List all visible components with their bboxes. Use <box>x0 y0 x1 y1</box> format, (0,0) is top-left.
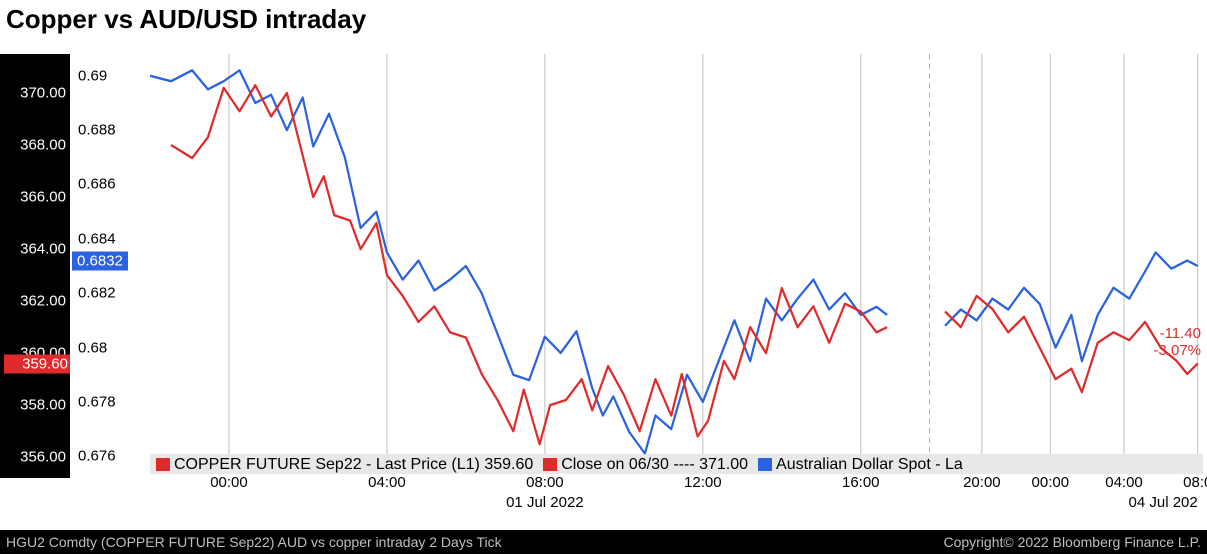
y2-tick: 0.676 <box>78 448 116 465</box>
status-left: HGU2 Comdty (COPPER FUTURE Sep22) AUD vs… <box>6 530 502 554</box>
legend-swatch <box>156 458 170 471</box>
y2-axis: 0.676 0.678 0.68 0.682 0.684 0.686 0.688 0.69 0.… <box>70 54 150 478</box>
y2-tick: 0.678 <box>78 393 116 410</box>
x-tick: 00:00 <box>210 474 248 491</box>
status-right: Copyright© 2022 Bloomberg Finance L.P. <box>943 530 1201 554</box>
change-abs: -11.40 <box>1153 325 1201 342</box>
y1-tick: 364.00 <box>20 241 66 258</box>
y1-tick: 368.00 <box>20 137 66 154</box>
y2-tick: 0.688 <box>78 122 116 139</box>
y1-axis: 356.00358.00360.00362.00364.00366.00368.… <box>0 54 70 478</box>
y1-tick: 358.00 <box>20 397 66 414</box>
x-tick: 08:0 <box>1183 474 1207 491</box>
y1-current-badge: 359.60 <box>4 354 70 373</box>
chart-title: Copper vs AUD/USD intraday <box>0 0 1207 39</box>
legend-item: Close on 06/30 ---- 371.00 <box>543 456 748 474</box>
legend-swatch <box>543 458 557 471</box>
legend-text: COPPER FUTURE Sep22 - Last Price (L1) 35… <box>174 456 533 474</box>
legend-text: Australian Dollar Spot - La <box>776 456 963 474</box>
x-tick: 20:00 <box>963 474 1001 491</box>
change-annotation: -11.40 -3.07% <box>1153 325 1201 360</box>
status-bar: HGU2 Comdty (COPPER FUTURE Sep22) AUD vs… <box>0 530 1207 554</box>
x-tick: 12:00 <box>684 474 722 491</box>
x-date-label: 04 Jul 202 <box>1129 494 1198 511</box>
legend-swatch <box>758 458 772 471</box>
y2-current-badge: 0.6832 <box>72 251 128 270</box>
legend-item: Australian Dollar Spot - La <box>758 456 963 474</box>
plot-region[interactable] <box>150 54 1203 478</box>
legend-text: Close on 06/30 ---- 371.00 <box>561 456 748 474</box>
x-date-label: 01 Jul 2022 <box>506 494 584 511</box>
x-tick: 16:00 <box>842 474 880 491</box>
y2-tick: 0.684 <box>78 230 116 247</box>
change-pct: -3.07% <box>1153 342 1201 359</box>
x-tick: 04:00 <box>368 474 406 491</box>
x-axis: 00:00 04:00 08:00 12:00 16:00 20:00 00:00 04:00… <box>150 474 1203 514</box>
y1-tick: 370.00 <box>20 85 66 102</box>
y1-tick: 356.00 <box>20 449 66 466</box>
x-tick: 08:00 <box>526 474 564 491</box>
y1-tick: 366.00 <box>20 189 66 206</box>
y2-tick: 0.682 <box>78 285 116 302</box>
legend-item: COPPER FUTURE Sep22 - Last Price (L1) 35… <box>156 456 533 474</box>
y2-tick: 0.68 <box>78 339 107 356</box>
y2-tick: 0.686 <box>78 176 116 193</box>
x-tick: 00:00 <box>1032 474 1070 491</box>
y1-tick: 362.00 <box>20 293 66 310</box>
chart-area: 356.00358.00360.00362.00364.00366.00368.… <box>0 40 1207 530</box>
y2-tick: 0.69 <box>78 67 107 84</box>
x-tick: 04:00 <box>1105 474 1143 491</box>
